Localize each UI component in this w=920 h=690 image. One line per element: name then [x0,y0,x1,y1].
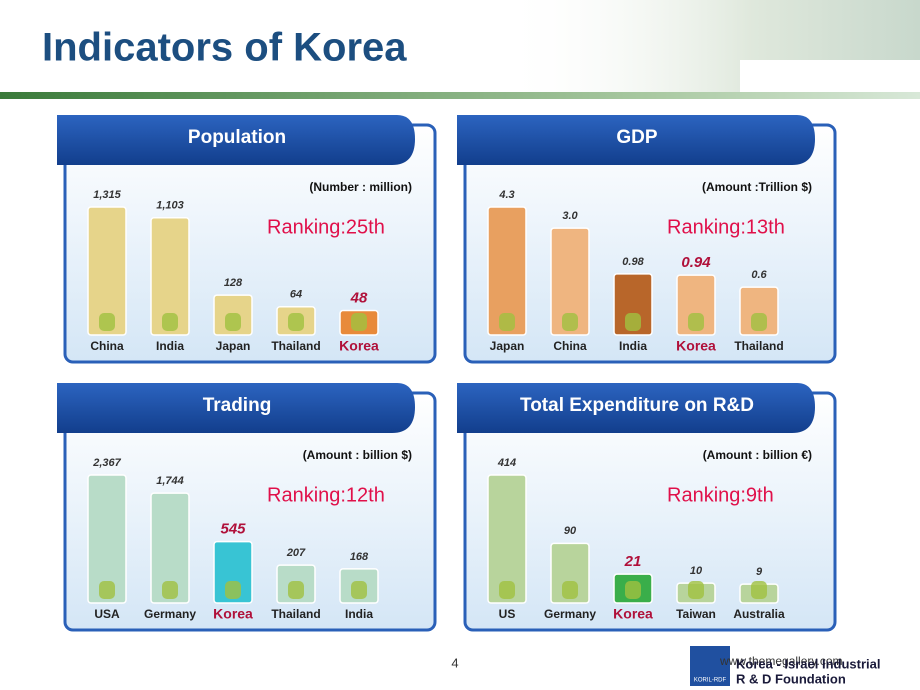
chart-note: (Amount : billion €) [703,448,812,462]
bar-icon [162,581,178,599]
x-tick-label: China [553,339,587,353]
bar-icon [351,313,367,331]
value-label: 0.6 [751,269,767,281]
x-tick-label: Korea [613,606,653,622]
bar-icon [625,581,641,599]
title-tab [457,383,815,433]
chart-title: Total Expenditure on R&D [520,395,754,416]
bar [550,227,590,336]
value-label: 48 [350,290,368,307]
x-tick-label: Australia [733,607,785,621]
chart-title: GDP [616,127,658,148]
bar-icon [99,581,115,599]
x-tick-label: Germany [144,607,196,621]
value-label: 0.98 [622,256,644,268]
x-tick-label: Korea [676,338,716,354]
ranking-annotation: Ranking:25th [267,216,385,238]
bar [487,206,527,336]
bar-icon [499,581,515,599]
value-label: 4.3 [498,189,514,201]
title-tab [457,115,815,165]
ranking-annotation: Ranking:9th [667,484,774,506]
org-name: R & D Foundation [736,671,846,686]
x-tick-label: US [499,607,516,621]
bar [150,492,190,604]
x-tick-label: Germany [544,607,596,621]
bar-icon [162,313,178,331]
chart-note: (Number : million) [309,180,412,194]
x-tick-label: Taiwan [676,607,716,621]
x-tick-label: Japan [216,339,251,353]
page-title: Indicators of Korea [42,26,407,70]
header-notch [740,60,920,92]
bar-icon [688,313,704,331]
x-tick-label: Thailand [271,339,320,353]
bar-icon [562,581,578,599]
bar-icon [499,313,515,331]
value-label: 64 [290,289,302,301]
x-tick-label: Korea [213,606,253,622]
value-label: 128 [224,277,243,289]
org-name: Korea - Israel Industrial [736,656,881,671]
bar-icon [99,313,115,331]
value-label: 3.0 [562,210,578,222]
title-tab [57,383,415,433]
bar [213,540,253,604]
chart-note: (Amount : billion $) [303,448,412,462]
bar-icon [288,581,304,599]
value-label: 168 [350,551,369,563]
bar-icon [562,313,578,331]
value-label: 9 [756,566,763,578]
x-tick-label: Korea [339,338,379,354]
bar-icon [751,313,767,331]
bar [676,274,716,336]
header-rule [0,92,920,99]
bar-icon [225,313,241,331]
bar [87,206,127,336]
x-tick-label: India [156,339,184,353]
bar-icon [688,581,704,599]
x-tick-label: China [90,339,124,353]
chart-title: Trading [203,395,272,416]
footer-url: www.themegallery.com [719,654,842,668]
ranking-annotation: Ranking:13th [667,216,785,238]
value-label: 1,744 [156,475,184,487]
org-logo: KORIL-RDF [694,678,727,684]
value-label: 0.94 [681,254,711,271]
bar [87,474,127,604]
x-tick-label: India [345,607,373,621]
bar-icon [625,313,641,331]
value-label: 1,315 [93,189,121,201]
bar-icon [351,581,367,599]
chart-note: (Amount :Trillion $) [702,180,812,194]
value-label: 21 [624,553,642,570]
bar-icon [751,581,767,599]
ranking-annotation: Ranking:12th [267,484,385,506]
x-tick-label: India [619,339,647,353]
title-tab [57,115,415,165]
bar [150,217,190,336]
bar-icon [225,581,241,599]
bar [739,286,779,336]
charts: Population (Number : million) Ranking:25th… [57,115,837,632]
value-label: 2,367 [92,457,121,469]
org-logo-box [690,646,730,686]
page-number: 4 [451,655,458,670]
value-label: 545 [220,521,246,538]
value-label: 1,103 [156,200,184,212]
value-label: 207 [286,547,306,559]
bar [613,273,653,336]
x-tick-label: Thailand [271,607,320,621]
value-label: 414 [497,457,516,469]
x-tick-label: Japan [490,339,525,353]
chart-title: Population [188,127,286,148]
value-label: 90 [564,525,577,537]
value-label: 10 [690,565,703,577]
bar-icon [288,313,304,331]
x-tick-label: Thailand [734,339,783,353]
x-tick-label: USA [94,607,120,621]
bar [550,542,590,604]
bar [487,474,527,604]
